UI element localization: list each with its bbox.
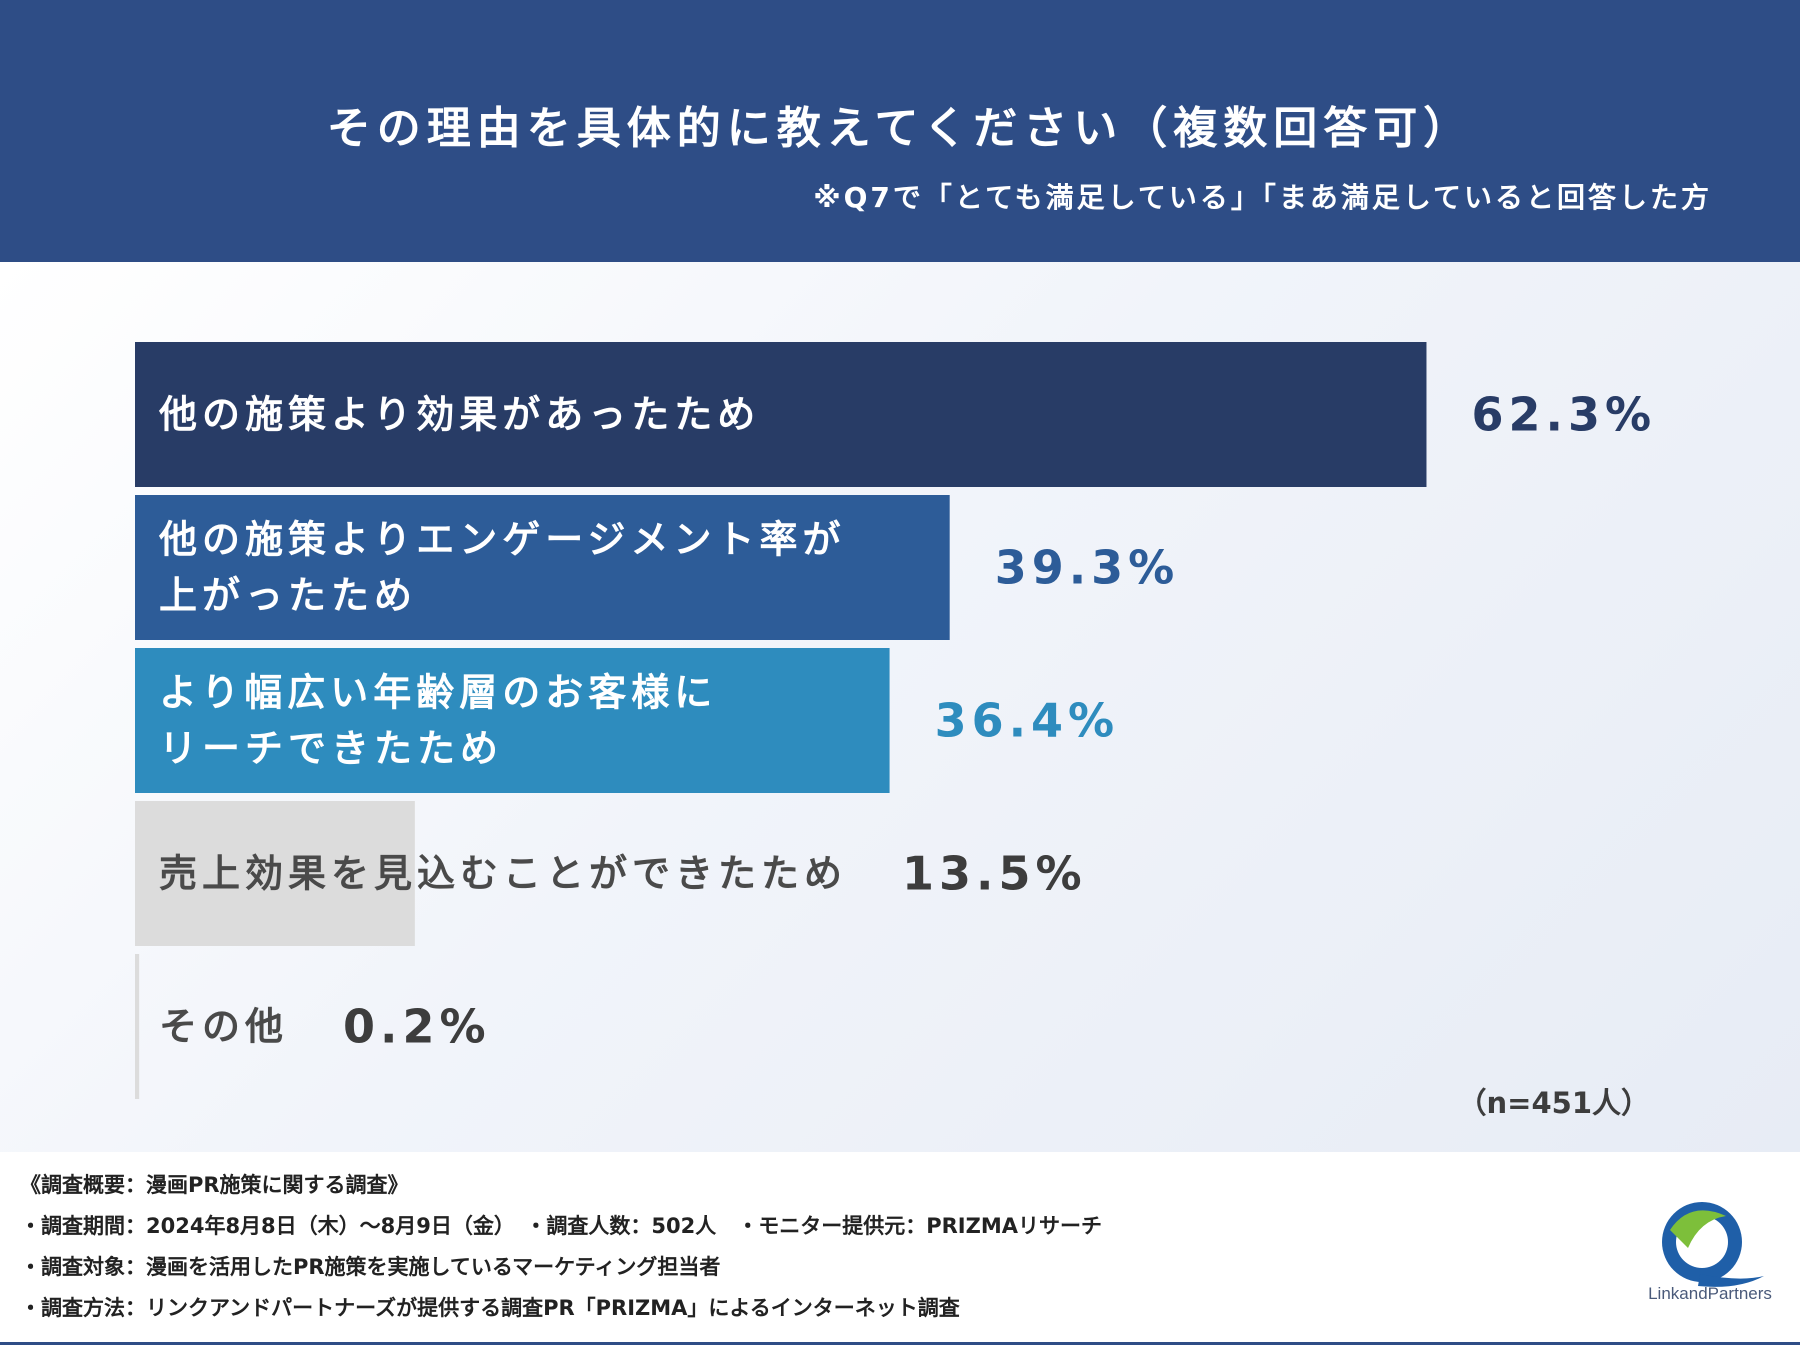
- company-logo: [1662, 1202, 1764, 1287]
- bar-label-2-line-1: 他の施策よりエンゲージメント率が: [158, 518, 845, 562]
- bar-label-5-line-1: その他: [159, 1005, 288, 1049]
- chart-area: 他の施策より効果があったため 62.3% 他の施策よりエンゲージメント率が 上がったた…: [0, 262, 1800, 1152]
- bar-label-4-line-1: 売上効果を見込むことができたため: [159, 852, 847, 896]
- footer-line-method: ・調査方法：リンクアンドパートナーズが提供する調査PR「PRIZMA」によるイン…: [20, 1296, 960, 1320]
- bar-2: [135, 495, 950, 640]
- bar-value-1: 62.3%: [1471, 388, 1656, 442]
- sample-size: （n=451人）: [1457, 1086, 1650, 1120]
- bar-3: [135, 648, 890, 793]
- bar-1: [135, 342, 1427, 487]
- bar-value-3: 36.4%: [935, 694, 1120, 748]
- bar-label-1-line-1: 他の施策より効果があったため: [158, 393, 760, 437]
- bar-label-3-line-2: リーチできたため: [159, 727, 503, 771]
- survey-footer: 《調査概要：漫画PR施策に関する調査》 ・調査期間：2024年8月8日（木）～8…: [0, 1152, 1800, 1350]
- bar-label-3-line-1: より幅広い年齢層のお客様に: [159, 671, 717, 715]
- header-banner: その理由を具体的に教えてください（複数回答可） ※Q7で「とても満足している」「…: [0, 0, 1800, 262]
- bar-5: [135, 954, 140, 1099]
- bottom-rule: [0, 1342, 1800, 1345]
- bar-value-2: 39.3%: [995, 541, 1180, 595]
- logo-text: LinkandPartners: [1648, 1284, 1772, 1303]
- bar-value-5: 0.2%: [343, 1000, 491, 1054]
- footer-line-period: ・調査期間：2024年8月8日（木）～8月9日（金） ・調査人数：502人 ・モ…: [20, 1214, 1102, 1238]
- bar-chart: 他の施策より効果があったため 62.3% 他の施策よりエンゲージメント率が上がったた…: [135, 342, 1656, 1099]
- footer-line-target: ・調査対象：漫画を活用したPR施策を実施しているマーケティング担当者: [20, 1255, 721, 1279]
- bar-4: [135, 801, 415, 946]
- footer-line-overview: 《調査概要：漫画PR施策に関する調査》: [20, 1173, 409, 1197]
- chart-title: その理由を具体的に教えてください（複数回答可）: [326, 103, 1474, 154]
- chart-subtitle: ※Q7で「とても満足している」「まあ満足していると回答した方: [813, 181, 1712, 214]
- bar-label-2-line-2: 上がったため: [159, 574, 417, 618]
- bar-value-4: 13.5%: [902, 847, 1087, 901]
